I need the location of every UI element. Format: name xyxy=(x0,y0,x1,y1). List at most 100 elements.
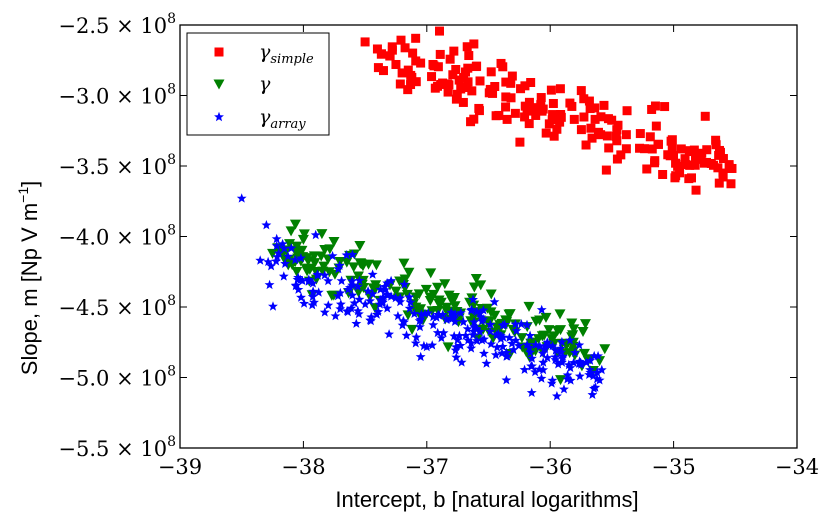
data-point xyxy=(347,280,358,290)
data-point xyxy=(702,145,712,155)
data-point xyxy=(531,110,541,120)
data-point xyxy=(467,86,477,96)
data-point xyxy=(599,100,609,110)
data-point xyxy=(555,343,566,353)
data-point xyxy=(315,251,327,262)
data-point xyxy=(449,301,461,312)
data-point xyxy=(285,226,297,237)
data-point xyxy=(484,88,494,98)
data-point xyxy=(393,310,403,321)
data-point xyxy=(474,103,484,113)
data-point xyxy=(451,352,462,362)
data-point xyxy=(527,353,537,363)
data-point xyxy=(385,51,395,61)
data-point xyxy=(401,289,413,300)
data-point xyxy=(485,307,497,318)
data-point xyxy=(441,314,452,325)
data-point xyxy=(396,35,406,45)
data-point xyxy=(555,325,567,336)
data-point xyxy=(373,63,383,73)
data-point xyxy=(341,250,352,260)
data-point xyxy=(596,112,606,122)
y-tick-label: −4.0 × 108 xyxy=(58,223,176,250)
data-point xyxy=(544,340,554,350)
data-point xyxy=(548,110,558,120)
data-point xyxy=(378,292,388,302)
data-point xyxy=(375,284,386,294)
data-point xyxy=(341,257,353,268)
data-point xyxy=(468,329,478,340)
data-point xyxy=(395,79,405,89)
x-tick-label: −39 xyxy=(158,455,202,479)
data-point xyxy=(398,258,410,269)
data-point xyxy=(554,309,566,320)
data-point xyxy=(562,374,573,384)
data-point xyxy=(540,312,552,323)
data-point xyxy=(323,275,334,286)
data-point xyxy=(411,33,421,43)
data-point xyxy=(347,249,358,259)
data-point xyxy=(286,243,297,253)
x-tick-label: −36 xyxy=(528,455,572,479)
data-point xyxy=(450,309,461,319)
data-point xyxy=(524,342,535,352)
data-point xyxy=(298,229,310,240)
data-point xyxy=(370,260,382,271)
data-point xyxy=(506,78,516,88)
data-point xyxy=(428,311,439,322)
data-point xyxy=(468,326,479,336)
data-point xyxy=(455,340,466,350)
data-point xyxy=(455,307,466,318)
data-point xyxy=(403,85,413,95)
data-point xyxy=(326,290,338,301)
data-point xyxy=(327,250,338,261)
data-point xyxy=(442,342,454,353)
data-point xyxy=(403,267,415,278)
data-point xyxy=(566,332,578,343)
data-point xyxy=(279,243,290,253)
data-point xyxy=(378,66,388,76)
data-point xyxy=(530,339,541,350)
data-point xyxy=(420,284,432,295)
data-point xyxy=(400,43,410,53)
data-point xyxy=(587,133,597,143)
data-point xyxy=(367,269,378,279)
data-point xyxy=(486,67,496,77)
data-point xyxy=(593,350,603,361)
data-point xyxy=(478,314,489,324)
data-point xyxy=(650,158,660,168)
data-point xyxy=(454,330,465,341)
data-point xyxy=(475,76,485,86)
data-point xyxy=(354,275,365,285)
data-point xyxy=(510,319,521,329)
data-point xyxy=(537,348,548,358)
data-point xyxy=(589,350,600,361)
data-point xyxy=(501,92,511,102)
data-point xyxy=(574,371,585,381)
data-point xyxy=(469,321,480,332)
data-point xyxy=(290,254,301,265)
data-point xyxy=(469,114,479,124)
data-point xyxy=(409,308,420,318)
data-point xyxy=(415,351,426,362)
data-point xyxy=(565,98,575,108)
data-point xyxy=(271,233,282,244)
data-point xyxy=(585,355,596,365)
data-point xyxy=(435,49,445,59)
data-point xyxy=(516,84,526,94)
legend-item-gamma_simple: γsimple xyxy=(214,41,314,67)
data-point xyxy=(562,370,573,380)
data-point xyxy=(569,114,579,124)
data-point xyxy=(565,375,576,385)
data-point xyxy=(366,312,377,322)
data-point xyxy=(386,291,396,301)
data-point xyxy=(271,256,282,266)
data-point xyxy=(346,303,357,313)
x-tick-label: −38 xyxy=(281,455,325,479)
data-point xyxy=(411,332,422,342)
data-point xyxy=(621,130,631,140)
data-point xyxy=(469,39,479,49)
x-axis-title: Intercept, b [natural logarithms] xyxy=(335,487,638,512)
data-point xyxy=(410,338,421,348)
data-point xyxy=(316,229,328,240)
